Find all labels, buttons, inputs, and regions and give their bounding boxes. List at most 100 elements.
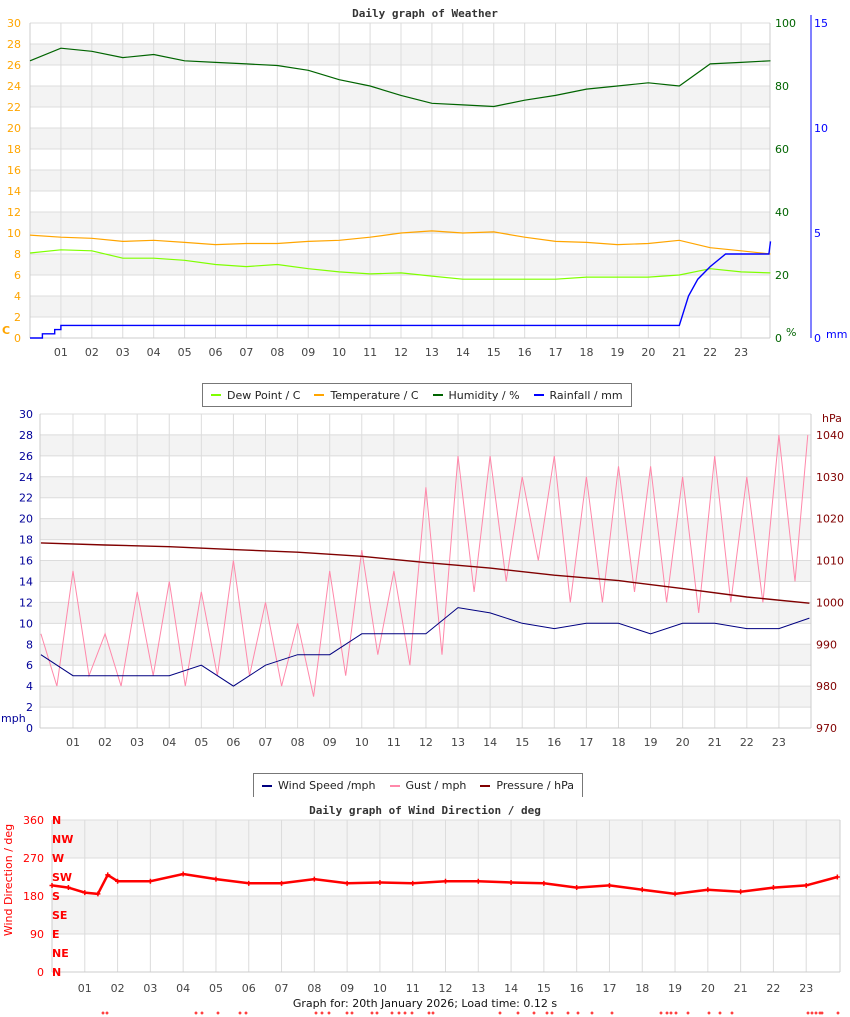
y-tick-label-rain: 5 <box>814 227 821 240</box>
direction-marker <box>431 1011 435 1015</box>
legend-swatch <box>533 394 544 396</box>
y-tick-label-pressure: 1000 <box>816 596 844 609</box>
direction-point <box>49 882 55 888</box>
legend-dew-point: Dew Point / C <box>211 389 300 402</box>
x-tick-label: 22 <box>766 982 780 995</box>
x-tick-label: 16 <box>518 346 532 359</box>
x-tick-label: 01 <box>66 736 80 749</box>
direction-marker <box>244 1011 248 1015</box>
left-axis-unit: C <box>2 324 10 337</box>
direction-marker <box>806 1011 810 1015</box>
x-tick-label: 15 <box>515 736 529 749</box>
direction-marker <box>669 1011 673 1015</box>
x-tick-label: 05 <box>194 736 208 749</box>
compass-label: SE <box>52 909 67 922</box>
compass-label: N <box>52 814 61 827</box>
y-tick-label-left: 24 <box>19 471 33 484</box>
x-tick-label: 09 <box>323 736 337 749</box>
x-tick-label: 10 <box>332 346 346 359</box>
legend-wind-speed: Wind Speed /mph <box>262 779 376 792</box>
legend-label: Rainfall / mm <box>549 388 623 402</box>
x-tick-label: 03 <box>116 346 130 359</box>
grid-band <box>30 86 770 107</box>
direction-point <box>213 876 219 882</box>
direction-point <box>803 882 809 888</box>
chart-title: Daily graph of Weather <box>352 7 498 20</box>
legend-label: Pressure / hPa <box>496 779 574 792</box>
legend-humidity: Humidity / % <box>432 389 520 402</box>
x-tick-label: 21 <box>672 346 686 359</box>
x-tick-label: 23 <box>772 736 786 749</box>
direction-point <box>770 885 776 891</box>
x-tick-label: 02 <box>85 346 99 359</box>
x-tick-label: 19 <box>644 736 658 749</box>
x-tick-label: 06 <box>226 736 240 749</box>
direction-point <box>639 887 645 893</box>
direction-point <box>738 889 744 895</box>
y-tick-label-left: 8 <box>14 248 21 261</box>
x-tick-label: 12 <box>419 736 433 749</box>
legend-swatch <box>262 784 272 787</box>
x-tick-label: 01 <box>78 982 92 995</box>
x-tick-label: 09 <box>301 346 315 359</box>
series-line-temperature-c <box>29 230 771 255</box>
compass-label: NW <box>52 833 73 846</box>
series-line-pressure-hpa <box>40 542 810 604</box>
y-tick-label-humidity: 80 <box>775 80 789 93</box>
grid-band <box>30 254 770 275</box>
y-tick-label-left: 90 <box>30 928 44 941</box>
x-tick-label: 13 <box>425 346 439 359</box>
direction-point <box>443 878 448 884</box>
compass-label: NE <box>52 947 69 960</box>
direction-marker <box>410 1011 414 1015</box>
direction-point <box>377 879 383 885</box>
series-line-wind-speed-mph <box>40 607 810 687</box>
direction-point <box>508 879 514 885</box>
compass-label: SW <box>52 871 72 884</box>
direction-point <box>180 871 186 877</box>
direction-point <box>279 880 285 886</box>
direction-marker <box>498 1011 502 1015</box>
x-tick-label: 08 <box>291 736 305 749</box>
x-tick-label: 10 <box>373 982 387 995</box>
direction-marker <box>674 1011 678 1015</box>
x-tick-label: 10 <box>355 736 369 749</box>
y-tick-label-left: 18 <box>7 143 21 156</box>
legend-swatch <box>389 784 400 787</box>
legend-label: Dew Point / C <box>227 388 301 402</box>
x-tick-label: 17 <box>602 982 616 995</box>
direction-marker <box>427 1011 431 1015</box>
y-tick-label-left: 20 <box>7 122 21 135</box>
y-tick-label-left: 26 <box>19 450 33 463</box>
compass-label: S <box>52 890 60 903</box>
y-tick-label-left: 2 <box>14 311 21 324</box>
y-tick-label-left: 16 <box>19 555 33 568</box>
y-tick-label-pressure: 990 <box>816 638 837 651</box>
y-tick-label-left: 8 <box>26 638 33 651</box>
y-tick-label-pressure: 980 <box>816 680 837 693</box>
x-tick-label: 20 <box>676 736 690 749</box>
y-tick-label-left: 14 <box>7 185 21 198</box>
direction-point <box>246 880 252 886</box>
direction-marker <box>105 1011 109 1015</box>
y-tick-label-humidity: 60 <box>775 143 789 156</box>
compass-label: N <box>52 966 61 979</box>
x-tick-label: 03 <box>130 736 144 749</box>
x-tick-label: 14 <box>483 736 497 749</box>
y-tick-label-humidity: 20 <box>775 269 789 282</box>
weather-legend: Dew Point / C Temperature / C Humidity /… <box>202 383 632 407</box>
y-tick-label-left: 10 <box>7 227 21 240</box>
x-tick-label: 05 <box>178 346 192 359</box>
y-tick-label-pressure: 1030 <box>816 471 844 484</box>
direction-point <box>65 885 71 891</box>
y-tick-label-rain: 10 <box>814 122 828 135</box>
grid-band <box>30 128 770 149</box>
y-tick-label-humidity: 100 <box>775 17 796 30</box>
direction-point <box>541 880 547 886</box>
direction-point <box>574 885 580 891</box>
direction-marker <box>730 1011 734 1015</box>
direction-marker <box>238 1011 242 1015</box>
direction-marker <box>516 1011 520 1015</box>
x-tick-label: 20 <box>701 982 715 995</box>
x-tick-label: 14 <box>456 346 470 359</box>
